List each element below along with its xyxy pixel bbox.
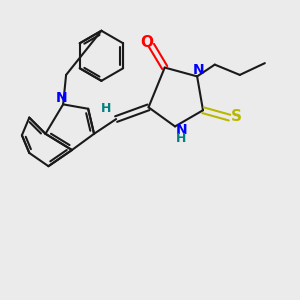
Text: N: N [176, 123, 187, 137]
Text: N: N [56, 91, 68, 105]
Text: S: S [230, 109, 242, 124]
Text: O: O [141, 35, 154, 50]
Text: H: H [176, 132, 187, 145]
Text: H: H [100, 102, 111, 115]
Text: N: N [193, 63, 204, 77]
